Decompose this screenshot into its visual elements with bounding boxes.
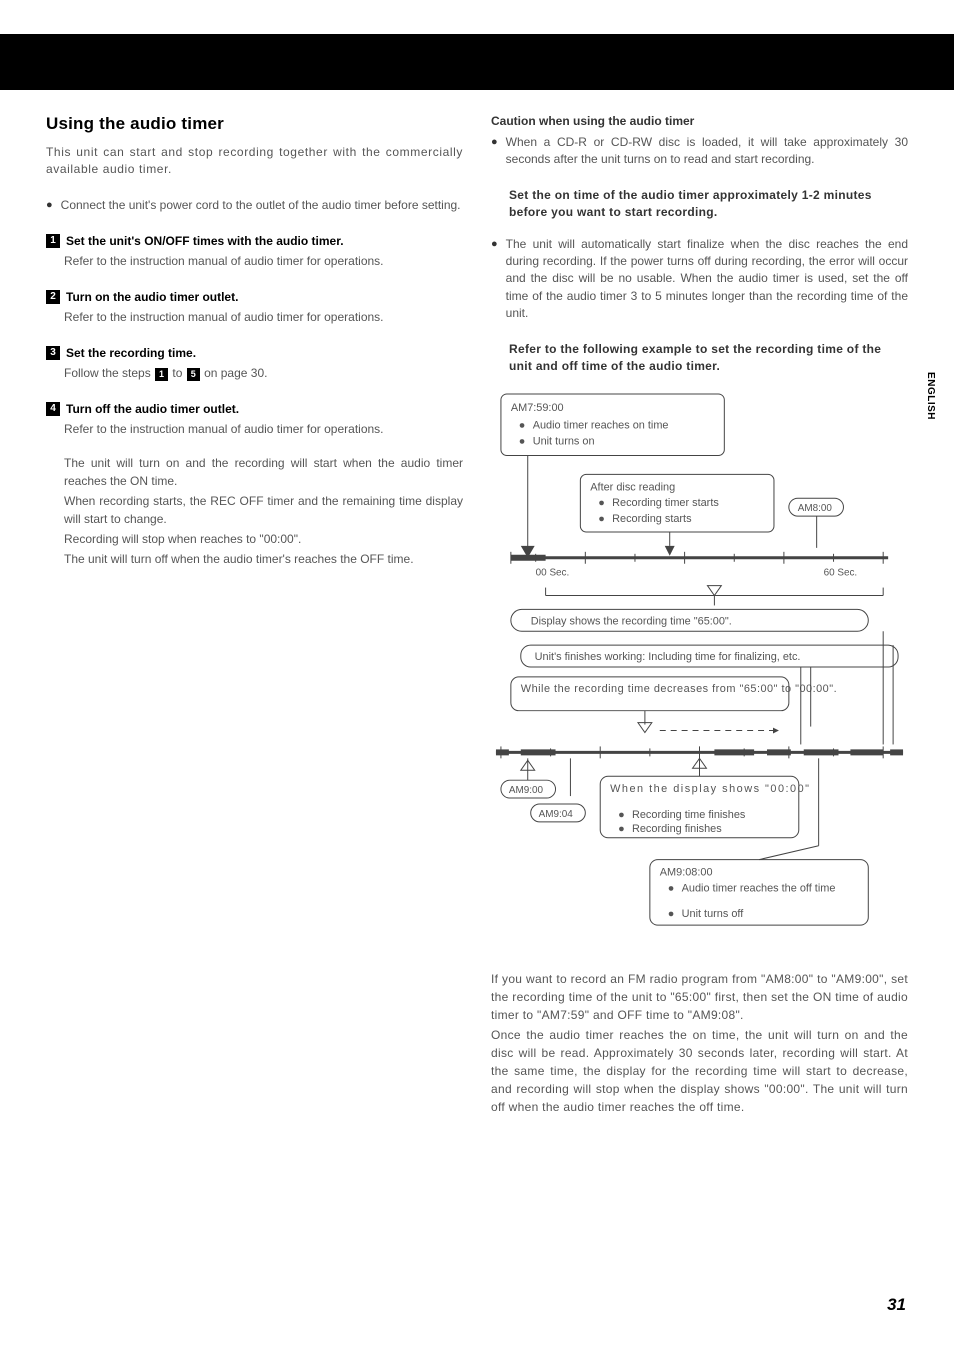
diagram-text: Recording time finishes (632, 809, 746, 821)
pre-bullet: ● Connect the unit's power cord to the o… (46, 197, 463, 215)
step-body-line: The unit will turn off when the audio ti… (64, 550, 463, 568)
language-tab: ENGLISH (925, 372, 936, 420)
svg-text:●: ● (519, 420, 526, 432)
diagram-text: AM9:04 (539, 809, 574, 820)
svg-text:●: ● (668, 908, 675, 920)
step-body-line: Refer to the instruction manual of audio… (64, 308, 463, 326)
section-title: Using the audio timer (46, 114, 463, 134)
diagram-svg: AM7:59:00 ● Audio timer reaches on time … (491, 389, 908, 945)
diagram-text: Display shows the recording time "65:00"… (531, 616, 732, 628)
step-head-text: Set the recording time. (66, 344, 196, 362)
closing-para-2: Once the audio timer reaches the on time… (491, 1026, 908, 1116)
svg-text:●: ● (618, 823, 625, 835)
step-num-badge: 1 (46, 234, 60, 248)
diagram-text: Unit turns off (682, 908, 745, 920)
step3-prefix: Follow the steps (64, 366, 154, 380)
diagram-text: Audio timer reaches the off time (682, 883, 836, 895)
step-body-line: Refer to the instruction manual of audio… (64, 420, 463, 438)
page-content: Using the audio timer This unit can star… (46, 114, 908, 1116)
diagram-text: Audio timer reaches on time (533, 420, 669, 432)
step-1: 1 Set the unit's ON/OFF times with the a… (46, 232, 463, 270)
step3-line: Follow the steps 1 to 5 on page 30. (64, 364, 463, 382)
step-body: Refer to the instruction manual of audio… (46, 308, 463, 326)
caution-bullet-2: ● The unit will automatically start fina… (491, 236, 908, 323)
step-3: 3 Set the recording time. Follow the ste… (46, 344, 463, 382)
step-num-badge: 2 (46, 290, 60, 304)
bullet-text: The unit will automatically start finali… (506, 236, 908, 323)
bold-block-1: Set the on time of the audio timer appro… (491, 187, 908, 222)
right-column: Caution when using the audio timer ● Whe… (491, 114, 908, 1116)
step3-suffix: on page 30. (201, 366, 268, 380)
intro-text: This unit can start and stop recording t… (46, 144, 463, 179)
page-number: 31 (887, 1295, 906, 1315)
bullet-text: When a CD-R or CD-RW disc is loaded, it … (506, 134, 908, 169)
diagram-text: Recording finishes (632, 823, 722, 835)
diagram-text: 00 Sec. (536, 568, 570, 579)
caution-bullet-1: ● When a CD-R or CD-RW disc is loaded, i… (491, 134, 908, 169)
step-num-badge: 4 (46, 402, 60, 416)
svg-text:●: ● (598, 497, 605, 509)
diagram-text: While the recording time decreases from … (521, 683, 837, 695)
step-head-text: Set the unit's ON/OFF times with the aud… (66, 232, 344, 250)
bullet-dot: ● (46, 197, 53, 215)
step-2: 2 Turn on the audio timer outlet. Refer … (46, 288, 463, 326)
step-body-line: Recording will stop when reaches to "00:… (64, 530, 463, 548)
diagram-text: Recording timer starts (612, 497, 719, 509)
diagram-text: AM9:08:00 (660, 867, 713, 879)
step-body-line: Refer to the instruction manual of audio… (64, 252, 463, 270)
step-body: Refer to the instruction manual of audio… (46, 420, 463, 568)
bullet-dot: ● (491, 236, 498, 323)
step-body: Refer to the instruction manual of audio… (46, 252, 463, 270)
diagram-text: When the display shows "00:00" (610, 783, 810, 795)
diagram-text: Unit's finishes working: Including time … (535, 651, 801, 663)
step-body-line (64, 440, 463, 452)
diagram-text: Recording starts (612, 513, 692, 525)
step-head: 4 Turn off the audio timer outlet. (46, 400, 463, 418)
diagram-text: 60 Sec. (824, 568, 858, 579)
step-num-badge: 3 (46, 346, 60, 360)
svg-text:●: ● (598, 513, 605, 525)
step3-mid: to (169, 366, 186, 380)
step-head: 2 Turn on the audio timer outlet. (46, 288, 463, 306)
inline-num-5: 5 (187, 368, 200, 381)
header-black-band (0, 34, 954, 90)
svg-text:●: ● (618, 809, 625, 821)
bullet-dot: ● (491, 134, 498, 169)
pre-bullet-text: Connect the unit's power cord to the out… (61, 197, 463, 215)
step-head-text: Turn on the audio timer outlet. (66, 288, 238, 306)
diagram-text: After disc reading (590, 482, 675, 494)
inline-num-1: 1 (155, 368, 168, 381)
diagram-text: AM7:59:00 (511, 402, 564, 414)
step-head-text: Turn off the audio timer outlet. (66, 400, 239, 418)
step-4: 4 Turn off the audio timer outlet. Refer… (46, 400, 463, 568)
left-column: Using the audio timer This unit can star… (46, 114, 463, 1116)
step-head: 3 Set the recording time. (46, 344, 463, 362)
bold-block-2: Refer to the following example to set th… (491, 341, 908, 376)
diagram-text: AM8:00 (798, 503, 833, 514)
step-body: Follow the steps 1 to 5 on page 30. (46, 364, 463, 382)
diagram-text: AM9:00 (509, 785, 544, 796)
caution-title: Caution when using the audio timer (491, 114, 908, 128)
step-body-line: The unit will turn on and the recording … (64, 454, 463, 490)
step-body-line: When recording starts, the REC OFF timer… (64, 492, 463, 528)
diagram-text: Unit turns on (533, 436, 595, 448)
timing-diagram: AM7:59:00 ● Audio timer reaches on time … (491, 389, 908, 950)
closing-para-1: If you want to record an FM radio progra… (491, 970, 908, 1024)
svg-text:●: ● (519, 436, 526, 448)
svg-text:●: ● (668, 883, 675, 895)
step-head: 1 Set the unit's ON/OFF times with the a… (46, 232, 463, 250)
